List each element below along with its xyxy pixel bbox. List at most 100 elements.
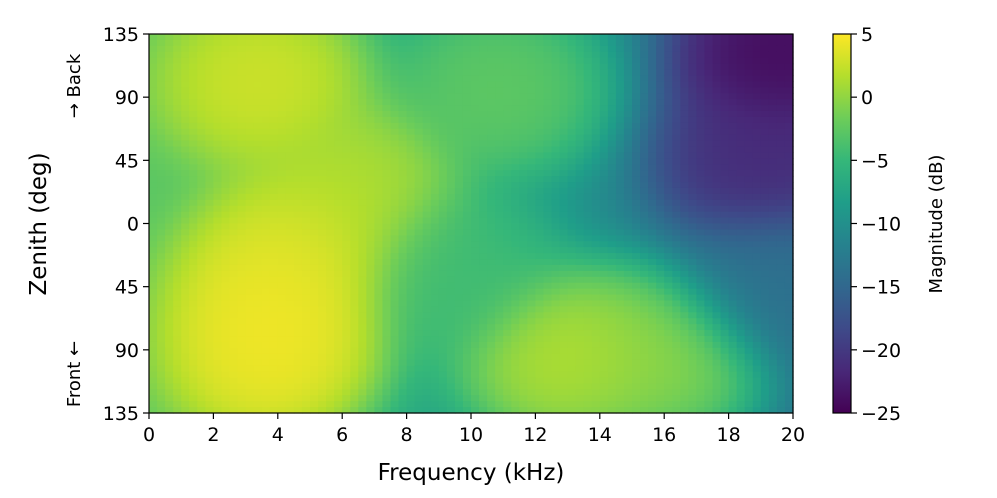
heatmap-cell <box>374 229 384 236</box>
heatmap-cell <box>607 330 617 337</box>
heatmap-cell <box>350 158 359 165</box>
heatmap-cell <box>181 318 190 325</box>
heatmap-cell <box>776 116 786 124</box>
heatmap-cell <box>615 122 625 130</box>
heatmap-cell <box>221 395 231 402</box>
heatmap-cell <box>648 116 657 124</box>
heatmap-cell <box>768 193 778 201</box>
heatmap-cell <box>487 199 496 207</box>
heatmap-cell <box>768 158 778 165</box>
heatmap-cell <box>173 146 182 154</box>
heatmap-cell <box>422 353 432 361</box>
heatmap-cell <box>623 187 633 195</box>
heatmap-cell <box>334 211 343 219</box>
heatmap-cell <box>205 75 214 82</box>
heatmap-cell <box>245 330 255 337</box>
heatmap-cell <box>495 235 504 242</box>
heatmap-cell <box>301 63 311 71</box>
heatmap-cell <box>390 247 400 254</box>
heatmap-cell <box>760 259 770 266</box>
heatmap-cell <box>575 105 585 112</box>
heatmap-cell <box>567 276 577 284</box>
heatmap-cell <box>599 353 609 361</box>
heatmap-cell <box>487 205 496 213</box>
heatmap-cell <box>559 187 569 195</box>
heatmap-cell <box>487 170 496 177</box>
heatmap-cell <box>237 134 247 142</box>
heatmap-cell <box>326 105 335 112</box>
heatmap-cell <box>277 371 287 379</box>
heatmap-cell <box>615 371 625 379</box>
heatmap-cell <box>398 264 408 272</box>
heatmap-cell <box>293 51 303 59</box>
heatmap-cell <box>736 99 746 106</box>
heatmap-cell <box>221 359 231 367</box>
heatmap-cell <box>285 199 295 207</box>
heatmap-cell <box>157 158 166 165</box>
heatmap-cell <box>704 241 714 248</box>
heatmap-cell <box>414 389 424 396</box>
heatmap-cell <box>575 122 585 130</box>
heatmap-cell <box>342 205 351 213</box>
heatmap-cell <box>366 324 375 331</box>
heatmap-cell <box>334 264 343 272</box>
heatmap-cell <box>704 270 714 278</box>
heatmap-cell <box>688 99 697 106</box>
heatmap-cell <box>326 182 335 189</box>
heatmap-cell <box>342 105 351 112</box>
heatmap-cell <box>398 211 408 219</box>
heatmap-cell <box>462 324 472 331</box>
heatmap-cell <box>744 164 754 171</box>
heatmap-cell <box>390 401 400 408</box>
heatmap-cell <box>261 75 271 82</box>
heatmap-cell <box>583 300 593 307</box>
heatmap-cell <box>358 152 367 159</box>
heatmap-cell <box>366 389 375 396</box>
heatmap-cell <box>406 51 416 59</box>
heatmap-cell <box>229 223 239 231</box>
heatmap-cell <box>213 146 223 154</box>
heatmap-cell <box>559 134 569 142</box>
heatmap-cell <box>253 288 263 296</box>
heatmap-cell <box>189 223 198 231</box>
heatmap-cell <box>358 122 367 130</box>
heatmap-cell <box>334 300 343 307</box>
heatmap-cell <box>237 383 247 390</box>
heatmap-cell <box>157 164 166 171</box>
heatmap-cell <box>277 282 287 290</box>
heatmap-cell <box>374 105 384 112</box>
heatmap-cell <box>406 235 416 242</box>
heatmap-cell <box>519 164 528 171</box>
heatmap-cell <box>583 259 593 266</box>
heatmap-cell <box>301 205 311 213</box>
heatmap-cell <box>503 99 512 106</box>
heatmap-cell <box>269 264 279 272</box>
heatmap-cell <box>181 211 190 219</box>
heatmap-cell <box>189 122 198 130</box>
heatmap-cell <box>326 259 335 266</box>
heatmap-cell <box>680 134 689 142</box>
heatmap-cell <box>615 176 625 183</box>
heatmap-cell <box>438 187 448 195</box>
heatmap-cell <box>583 217 593 225</box>
heatmap-cell <box>559 253 569 260</box>
heatmap-cell <box>454 128 464 136</box>
heatmap-cell <box>326 87 335 94</box>
heatmap-cell <box>181 359 190 367</box>
heatmap-cell <box>342 330 351 337</box>
heatmap-cell <box>527 146 536 154</box>
heatmap-cell <box>149 81 158 88</box>
heatmap-cell <box>471 270 480 278</box>
heatmap-cell <box>567 371 577 379</box>
heatmap-cell <box>213 105 223 112</box>
heatmap-cell <box>648 75 657 82</box>
heatmap-cell <box>358 259 367 266</box>
heatmap-cell <box>575 93 585 100</box>
heatmap-cell <box>157 300 166 307</box>
heatmap-cell <box>760 241 770 248</box>
heatmap-cell <box>205 152 214 159</box>
heatmap-cell <box>615 217 625 225</box>
heatmap-cell <box>374 217 384 225</box>
heatmap-cell <box>575 211 585 219</box>
heatmap-cell <box>559 235 569 242</box>
